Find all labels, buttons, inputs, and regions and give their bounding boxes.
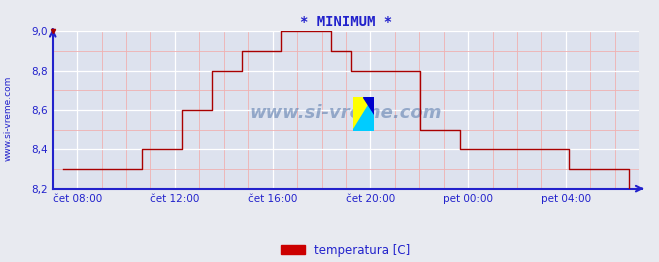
Title: * MINIMUM *: * MINIMUM * [300, 15, 392, 29]
Polygon shape [353, 97, 374, 131]
Text: www.si-vreme.com: www.si-vreme.com [3, 75, 13, 161]
Polygon shape [353, 97, 374, 131]
Text: www.si-vreme.com: www.si-vreme.com [250, 104, 442, 122]
Polygon shape [363, 97, 374, 114]
Legend: temperatura [C]: temperatura [C] [277, 239, 415, 261]
